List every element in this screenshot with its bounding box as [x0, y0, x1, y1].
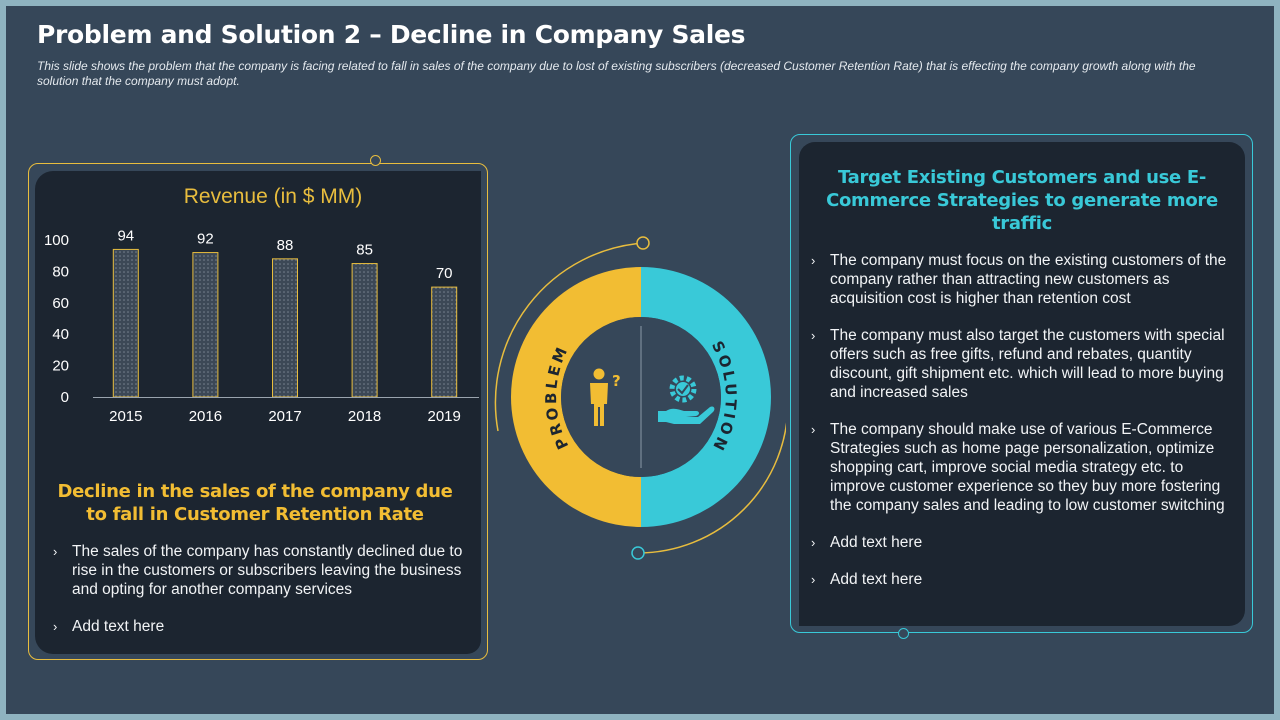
list-item: › The company must focus on the existing … [811, 251, 1241, 308]
list-item: › Add text here [811, 533, 1241, 552]
connector-dot-bottom [631, 546, 645, 560]
solution-panel: Target Existing Customers and use E-Comm… [799, 142, 1245, 626]
data-label: 92 [197, 231, 214, 248]
bullet-text: The company must also target the custome… [830, 327, 1225, 401]
solution-frame [790, 134, 1253, 633]
bar [351, 263, 378, 398]
revenue-chart: 0 20 40 60 80 100 94 2015 92 2016 88 2017 85 2018 70 20… [44, 227, 479, 425]
problem-heading: Decline in the sales of the company due … [57, 481, 453, 525]
bar [112, 248, 139, 398]
y-tick-label: 100 [44, 232, 69, 249]
person-question-icon: ? [590, 368, 621, 426]
bullet-chevron: › [53, 619, 58, 634]
bar [431, 286, 458, 398]
bullet-chevron: › [811, 422, 816, 437]
slide-title: Problem and Solution 2 – Decline in Comp… [37, 20, 746, 49]
bullet-chevron: › [811, 253, 816, 268]
x-tick-label: 2017 [268, 408, 301, 425]
data-label: 88 [277, 237, 294, 254]
bar [272, 258, 298, 398]
solution-frame-dot [898, 628, 909, 639]
solution-heading: Target Existing Customers and use E-Comm… [826, 167, 1218, 234]
y-tick-label: 20 [52, 358, 69, 375]
list-item: › Add text here [811, 570, 1241, 589]
bullet-text: Add text here [830, 534, 923, 551]
bullet-chevron: › [811, 572, 816, 587]
data-label: 85 [356, 242, 373, 259]
bullet-text: Add text here [72, 618, 165, 635]
svg-text:?: ? [612, 372, 621, 390]
list-item: › The company should make use of various … [811, 420, 1241, 515]
list-item: › The sales of the company has constantly… [53, 542, 483, 599]
bullet-text: The company must focus on the existing c… [830, 252, 1227, 307]
problem-panel: Revenue (in $ MM) 0 20 40 60 80 100 94 2015 92 20… [35, 171, 481, 654]
bar [192, 252, 219, 398]
bullet-text: The company should make use of various E… [830, 421, 1225, 514]
hand-gear-icon [658, 375, 715, 424]
list-item: › The company must also target the custom… [811, 326, 1241, 402]
bullet-chevron: › [811, 328, 816, 343]
slide-subtitle: This slide shows the problem that the co… [37, 59, 1196, 88]
y-tick-label: 0 [61, 389, 69, 406]
y-tick-label: 40 [52, 326, 69, 343]
x-tick-label: 2015 [109, 408, 142, 425]
y-tick-label: 60 [52, 295, 69, 312]
bullet-text: The sales of the company has constantly … [72, 543, 463, 598]
problem-solution-ring: PROBLEM SOLUTION ? [494, 236, 786, 560]
x-tick-label: 2016 [189, 408, 222, 425]
ring-half-problem [511, 267, 641, 527]
problem-frame [28, 163, 488, 660]
problem-bullets: › The sales of the company has constantly… [53, 542, 483, 654]
x-tick-label: 2019 [428, 408, 461, 425]
connector-dot-top [636, 236, 650, 250]
slide: Problem and Solution 2 – Decline in Comp… [6, 6, 1274, 714]
ring-half-solution [641, 267, 771, 527]
y-tick-label: 80 [52, 263, 69, 280]
bullet-chevron: › [53, 544, 58, 559]
x-tick-label: 2018 [348, 408, 381, 425]
bullet-chevron: › [811, 535, 816, 550]
connector-arc-bottom [637, 422, 786, 554]
list-item: › Add text here [53, 617, 483, 636]
data-label: 70 [436, 265, 453, 282]
data-label: 94 [117, 227, 134, 244]
connector-arc-top [494, 242, 644, 432]
problem-frame-dot [370, 155, 381, 166]
bullet-text: Add text here [830, 571, 923, 588]
solution-bullets: › The company must focus on the existing … [811, 251, 1241, 607]
chart-title: Revenue (in $ MM) [183, 185, 363, 208]
